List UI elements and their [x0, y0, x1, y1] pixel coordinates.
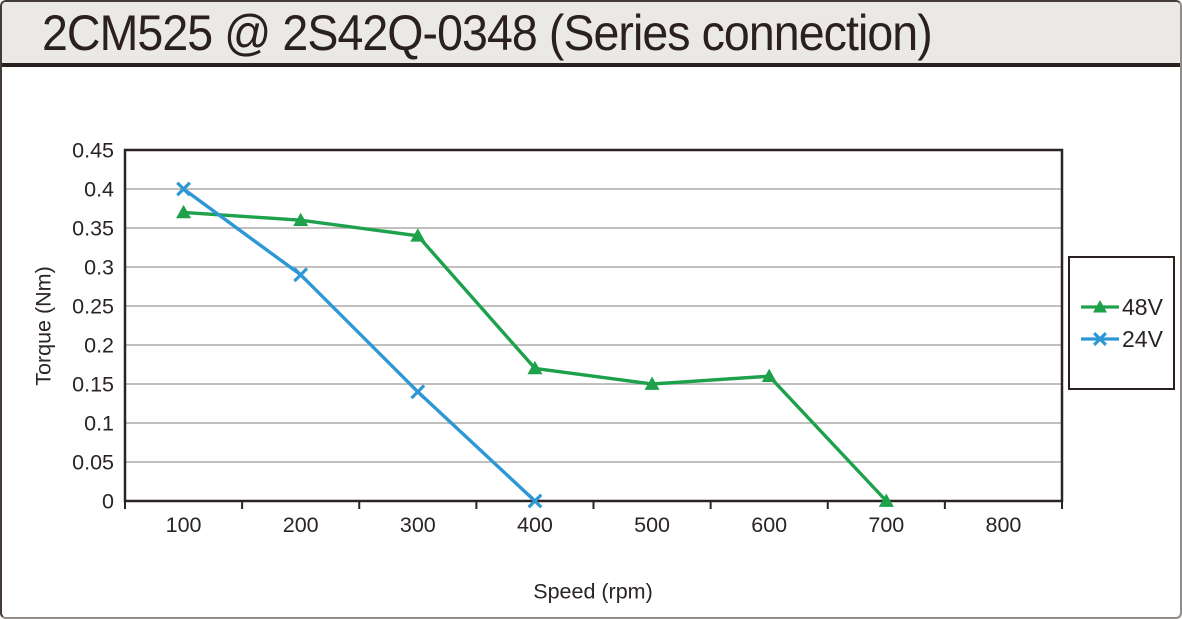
- x-marker-icon: [527, 493, 543, 509]
- series-markers-48V: [176, 204, 894, 507]
- x-tick-label: 200: [283, 513, 319, 537]
- x-tick-label: 800: [986, 513, 1022, 537]
- triangle-marker-icon: [878, 493, 894, 507]
- triangle-marker-icon: [176, 204, 192, 219]
- plot-border: [123, 148, 1064, 503]
- y-tick-label: 0.15: [72, 373, 114, 397]
- triangle-marker-icon: [527, 360, 543, 375]
- y-tick-label: 0.45: [72, 139, 114, 163]
- x-marker-icon: [293, 267, 309, 283]
- x-tick-label: 600: [751, 513, 787, 537]
- chart-title: 2CM525 @ 2S42Q-0348 (Series connection): [42, 4, 933, 61]
- y-axis-title: Torque (Nm): [31, 266, 56, 386]
- y-tick-label: 0.4: [84, 178, 114, 202]
- y-tick-label: 0.25: [72, 295, 114, 319]
- chart-title-bar: 2CM525 @ 2S42Q-0348 (Series connection): [2, 2, 1180, 67]
- y-tick-label: 0.2: [84, 334, 114, 358]
- legend-swatch-x-icon: [1081, 331, 1119, 347]
- x-tick-label: 400: [517, 513, 553, 537]
- legend-swatch-triangle-icon: [1081, 300, 1119, 313]
- legend-label: 48V: [1122, 293, 1163, 320]
- x-marker-icon: [410, 384, 426, 400]
- chart-legend: 48V 24V: [1068, 256, 1175, 390]
- x-marker-icon: [176, 181, 191, 197]
- y-tick-label: 0.1: [84, 412, 114, 436]
- triangle-marker-icon: [761, 368, 777, 383]
- triangle-marker-icon: [644, 376, 660, 390]
- triangle-marker-icon: [293, 212, 309, 227]
- y-tick-label: 0.3: [84, 256, 114, 280]
- x-axis-title: Speed (rpm): [533, 579, 653, 604]
- triangle-marker-icon: [1093, 300, 1107, 313]
- x-tick-label: 500: [634, 513, 670, 537]
- legend-label: 24V: [1122, 325, 1163, 352]
- x-marker-icon: [1092, 331, 1108, 347]
- y-tick-label: 0: [102, 490, 114, 514]
- series-line-48V: [183, 210, 888, 503]
- x-tick-label: 700: [868, 513, 904, 537]
- legend-item-48V: 48V: [1080, 293, 1173, 320]
- x-tick-label: 300: [400, 513, 436, 537]
- series-line-24V: [182, 187, 537, 503]
- y-tick-label: 0.05: [72, 451, 114, 475]
- legend-item-24V: 24V: [1080, 325, 1173, 352]
- triangle-marker-icon: [410, 228, 426, 242]
- x-tick-label: 100: [166, 513, 202, 537]
- y-tick-label: 0.35: [72, 217, 114, 241]
- series-markers-24V: [176, 181, 543, 509]
